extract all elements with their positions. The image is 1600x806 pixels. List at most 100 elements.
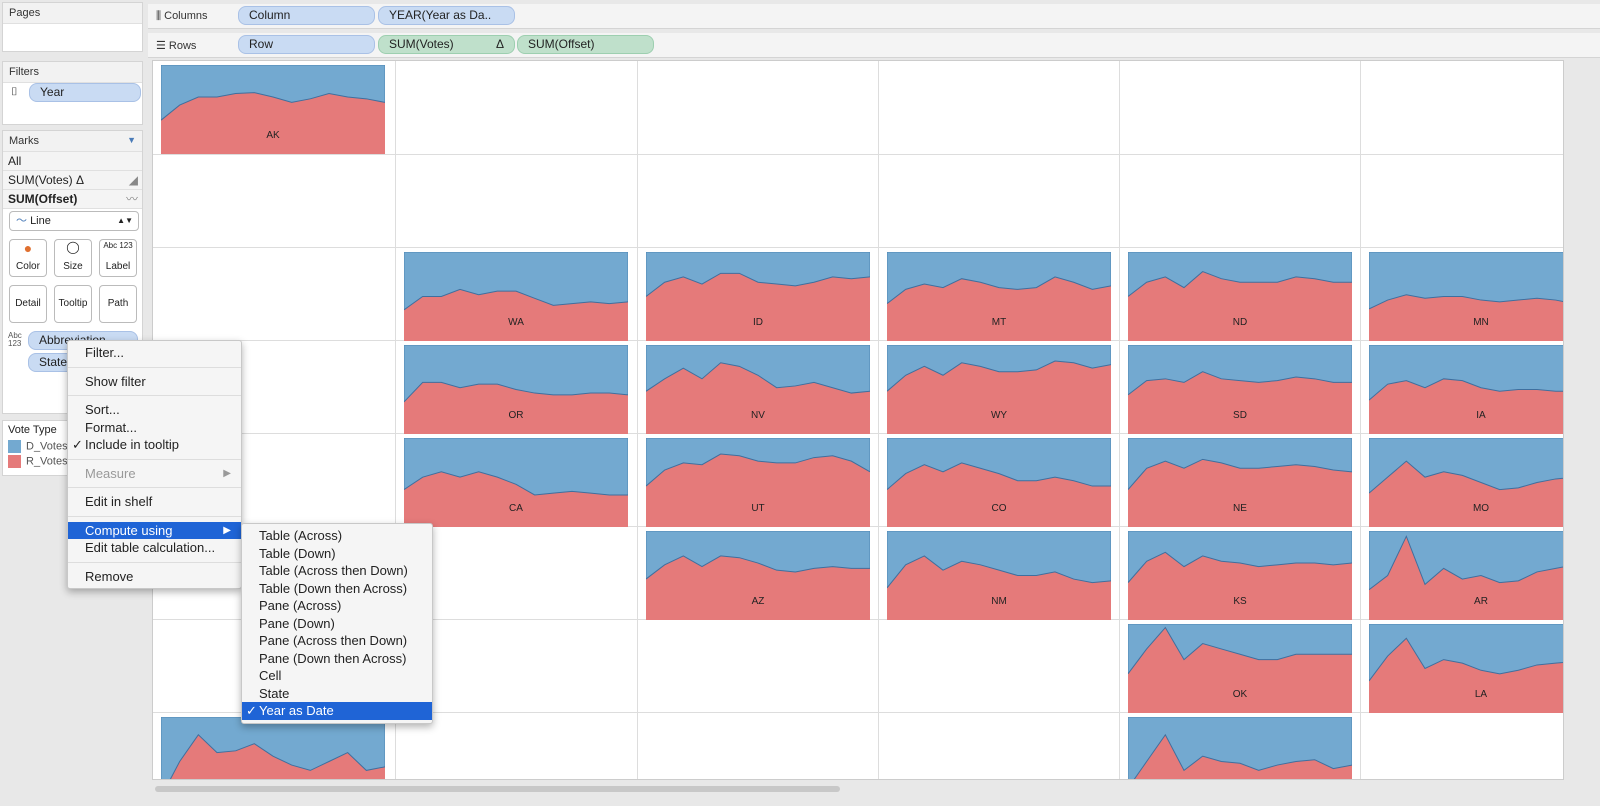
menu-item-format[interactable]: Format...: [68, 419, 241, 437]
state-label: LA: [1475, 689, 1488, 700]
submenu-item-label: Table (Down): [259, 545, 336, 561]
tooltip-button[interactable]: Tooltip: [54, 285, 92, 323]
offset-line: [1369, 294, 1563, 310]
grid-cell: [879, 61, 1120, 155]
state-chart-AZ[interactable]: AZ: [646, 531, 870, 620]
marks-all[interactable]: All: [3, 152, 142, 171]
state-chart-ID[interactable]: ID: [646, 252, 870, 341]
r-votes-area: [646, 454, 870, 527]
button-label: Color: [16, 261, 40, 272]
state-chart-CA[interactable]: CA: [404, 438, 628, 527]
submenu-item-pane-down[interactable]: Pane (Down): [242, 615, 432, 633]
submenu-item-table-down-then-across[interactable]: Table (Down then Across): [242, 580, 432, 598]
state-chart-IA[interactable]: IA: [1369, 345, 1564, 434]
menu-item-compute-using[interactable]: Compute using ▶: [68, 521, 241, 539]
legend-item-d[interactable]: D_Votes: [3, 439, 142, 454]
state-chart-NM[interactable]: NM: [887, 531, 1111, 620]
grid-cell: ND: [1120, 248, 1361, 341]
state-chart-MO[interactable]: MO: [1369, 438, 1564, 527]
r-votes-area: [1369, 461, 1563, 527]
state-chart-AR[interactable]: AR: [1369, 531, 1564, 620]
submenu-item-pane-down-then-across[interactable]: Pane (Down then Across): [242, 650, 432, 668]
state-chart-OK[interactable]: OK: [1128, 624, 1352, 713]
marks-layer-offset[interactable]: SUM(Offset) 〰: [3, 190, 142, 209]
submenu-item-state[interactable]: State: [242, 685, 432, 703]
menu-item-show-filter[interactable]: Show filter: [68, 373, 241, 391]
grid-cell: WA: [396, 248, 638, 341]
menu-item-remove[interactable]: Remove: [68, 568, 241, 586]
menu-item-label: Sort...: [85, 402, 120, 417]
menu-item-label: Edit in shelf: [85, 494, 153, 509]
marks-layer-votes[interactable]: SUM(Votes) Δ ◢: [3, 171, 142, 190]
submenu-item-pane-across-then-down[interactable]: Pane (Across then Down): [242, 632, 432, 650]
state-label: OR: [509, 410, 524, 421]
filter-pill-year[interactable]: Year: [29, 83, 141, 102]
state-chart-CO[interactable]: CO: [887, 438, 1111, 527]
menu-item-edit-in-shelf[interactable]: Edit in shelf: [68, 493, 241, 511]
menu-item-label: Include in tooltip: [85, 437, 179, 452]
menu-separator: [68, 487, 241, 488]
r-votes-area: [1134, 734, 1352, 779]
menu-item-label: Edit table calculation...: [85, 540, 216, 555]
state-chart-MN[interactable]: MN: [1369, 252, 1564, 341]
detail-button[interactable]: Detail: [9, 285, 47, 323]
legend-item-r[interactable]: R_Votes: [3, 454, 142, 469]
size-icon: ◯: [66, 240, 80, 254]
menu-item-include-in-tooltip[interactable]: ✓ Include in tooltip: [68, 436, 241, 454]
menu-item-filter[interactable]: Filter...: [68, 344, 241, 362]
state-chart-MT[interactable]: MT: [887, 252, 1111, 341]
submenu-item-pane-across[interactable]: Pane (Across): [242, 597, 432, 615]
path-button[interactable]: Path: [99, 285, 137, 323]
state-label: AK: [266, 130, 280, 141]
layer-label: SUM(Offset): [8, 192, 78, 206]
r-votes-area: [1128, 552, 1352, 620]
menu-item-edit-table-calculation[interactable]: Edit table calculation...: [68, 539, 241, 557]
offset-line: [1128, 371, 1352, 396]
state-chart-unlabeled[interactable]: [1128, 717, 1352, 780]
state-chart-UT[interactable]: UT: [646, 438, 870, 527]
state-chart-KS[interactable]: KS: [1128, 531, 1352, 620]
submenu-item-cell[interactable]: Cell: [242, 667, 432, 685]
r-votes-area: [887, 462, 1111, 527]
state-chart-WA[interactable]: WA: [404, 252, 628, 341]
submenu-item-table-across-then-down[interactable]: Table (Across then Down): [242, 562, 432, 580]
mark-type-select[interactable]: 〜 Line ▲▼: [9, 211, 139, 231]
color-button[interactable]: ● Color: [9, 239, 47, 277]
state-chart-SD[interactable]: SD: [1128, 345, 1352, 434]
submenu-item-label: Year as Date: [259, 703, 334, 718]
column-pill-year[interactable]: YEAR(Year as Da..: [378, 6, 515, 25]
menu-separator: [68, 395, 241, 396]
state-chart-NE[interactable]: NE: [1128, 438, 1352, 527]
state-chart-unlabeled[interactable]: [161, 717, 385, 780]
stepper-icon: ▲▼: [117, 216, 133, 225]
submenu-item-table-down[interactable]: Table (Down): [242, 545, 432, 563]
row-pill-offset[interactable]: SUM(Offset): [517, 35, 654, 54]
dropdown-icon[interactable]: ▼: [127, 135, 136, 145]
label-button[interactable]: Abc 123 Label: [99, 239, 137, 277]
horizontal-scrollbar[interactable]: [155, 786, 840, 792]
submenu-item-table-across[interactable]: Table (Across): [242, 527, 432, 545]
submenu-item-year-as-date[interactable]: ✓ Year as Date: [242, 702, 432, 720]
legend-label: R_Votes: [26, 455, 68, 468]
color-icon: ●: [23, 240, 33, 256]
submenu-item-label: State: [259, 685, 290, 701]
offset-line: [887, 360, 1111, 392]
state-label: MO: [1473, 503, 1489, 514]
row-pill-row[interactable]: Row: [238, 35, 375, 54]
state-chart-ND[interactable]: ND: [1128, 252, 1352, 341]
grid-cell: LA: [1361, 620, 1564, 713]
menu-item-sort[interactable]: Sort...: [68, 401, 241, 419]
state-chart-LA[interactable]: LA: [1369, 624, 1564, 713]
state-chart-WY[interactable]: WY: [887, 345, 1111, 434]
size-button[interactable]: ◯ Size: [54, 239, 92, 277]
state-label: CA: [509, 503, 523, 514]
offset-line: [404, 471, 628, 496]
state-chart-NV[interactable]: NV: [646, 345, 870, 434]
state-chart-OR[interactable]: OR: [404, 345, 628, 434]
state-label: NM: [991, 596, 1007, 607]
r-votes-area: [1128, 371, 1352, 434]
column-pill-column[interactable]: Column: [238, 6, 375, 25]
swatch: [8, 440, 21, 453]
row-pill-votes[interactable]: SUM(Votes) Δ: [378, 35, 515, 54]
state-chart-AK[interactable]: AK: [161, 65, 385, 154]
